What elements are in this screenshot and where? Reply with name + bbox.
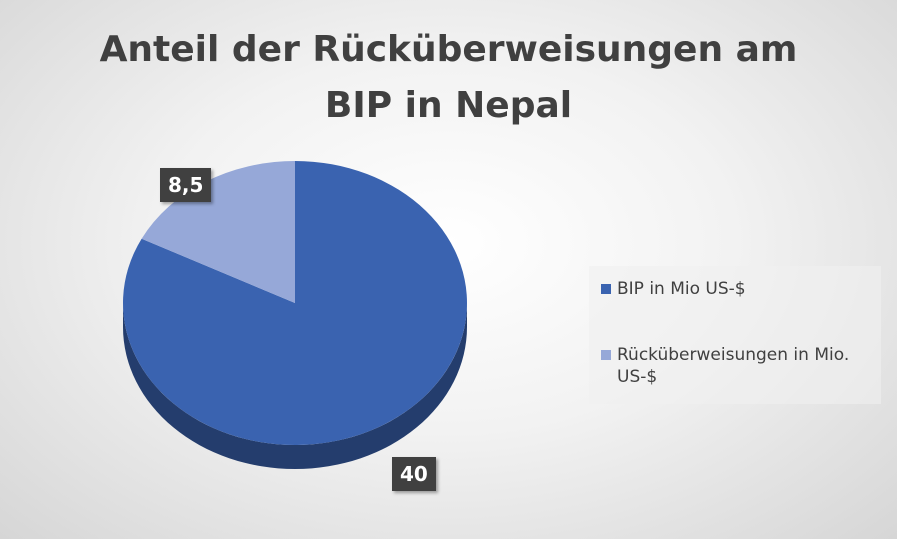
legend-item-rueckueberweisungen: Rücküberweisungen in Mio. US-$ [601,344,879,388]
legend-swatch-rueckueberweisungen [601,350,611,360]
legend-swatch-bip [601,284,611,294]
chart-title: Anteil der Rücküberweisungen am BIP in N… [0,22,897,134]
pie-slice-1 [141,161,295,303]
legend: BIP in Mio US-$ Rücküberweisungen in Mio… [589,266,881,404]
chart-title-line-2: BIP in Nepal [324,85,573,126]
pie-side-0 [123,303,467,469]
chart-title-line-1: Anteil der Rücküberweisungen am [99,29,798,70]
data-label-rueckueberweisungen: 8,5 [160,168,212,202]
data-label-bip: 40 [392,457,436,491]
legend-label-bip: BIP in Mio US-$ [617,279,746,299]
legend-item-bip: BIP in Mio US-$ [601,278,879,300]
legend-label-rueckueberweisungen: Rücküberweisungen in Mio. US-$ [617,345,850,387]
